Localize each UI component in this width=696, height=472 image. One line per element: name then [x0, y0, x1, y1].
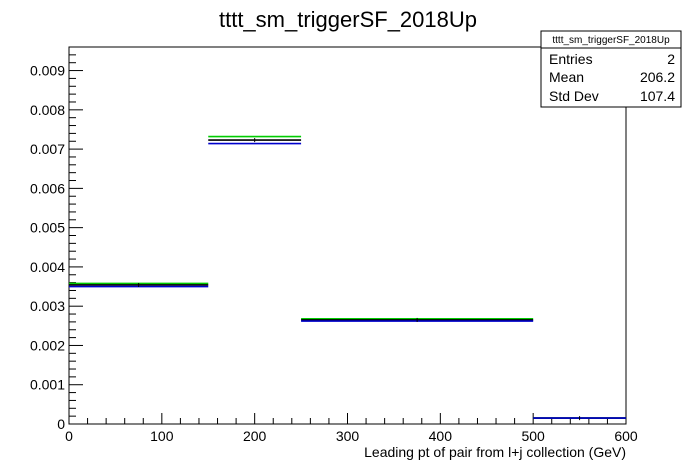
y-tick-label: 0.001 — [30, 377, 65, 393]
x-tick-label: 0 — [65, 428, 73, 444]
stats-entries-label: Entries — [549, 51, 593, 67]
y-tick-label: 0.004 — [30, 259, 65, 275]
stats-box: tttt_sm_triggerSF_2018Up Entries 2 Mean … — [540, 30, 682, 108]
y-axis: 0 0.001 0.002 0.003 0.004 0.005 0.006 0.007 0.00… — [30, 46, 83, 432]
x-axis: 0 100 200 300 400 500 600 — [65, 413, 638, 444]
x-tick-label: 400 — [429, 428, 453, 444]
x-tick-label: 200 — [243, 428, 267, 444]
x-tick-label: 100 — [150, 428, 174, 444]
y-tick-label: 0.009 — [30, 63, 65, 79]
x-tick-label: 500 — [521, 428, 545, 444]
stats-mean-value: 206.2 — [640, 69, 675, 85]
x-tick-label: 600 — [614, 428, 638, 444]
y-tick-label: 0 — [57, 416, 65, 432]
x-axis-label: Leading pt of pair from l+j collection (… — [364, 444, 626, 460]
y-tick-label: 0.007 — [30, 141, 65, 157]
x-tick-label: 300 — [336, 428, 360, 444]
histogram-series — [69, 135, 626, 421]
y-tick-label: 0.002 — [30, 337, 65, 353]
stats-mean-label: Mean — [549, 69, 584, 85]
stats-box-frame — [540, 30, 682, 108]
stats-box-title: tttt_sm_triggerSF_2018Up — [552, 35, 670, 46]
y-tick-label: 0.008 — [30, 102, 65, 118]
y-tick-label: 0.003 — [30, 298, 65, 314]
stats-stddev-label: Std Dev — [549, 88, 599, 104]
stats-stddev-value: 107.4 — [640, 88, 675, 104]
chart-title: tttt_sm_triggerSF_2018Up — [219, 7, 477, 32]
y-tick-label: 0.005 — [30, 220, 65, 236]
stats-entries-value: 2 — [667, 51, 675, 67]
y-tick-label: 0.006 — [30, 180, 65, 196]
